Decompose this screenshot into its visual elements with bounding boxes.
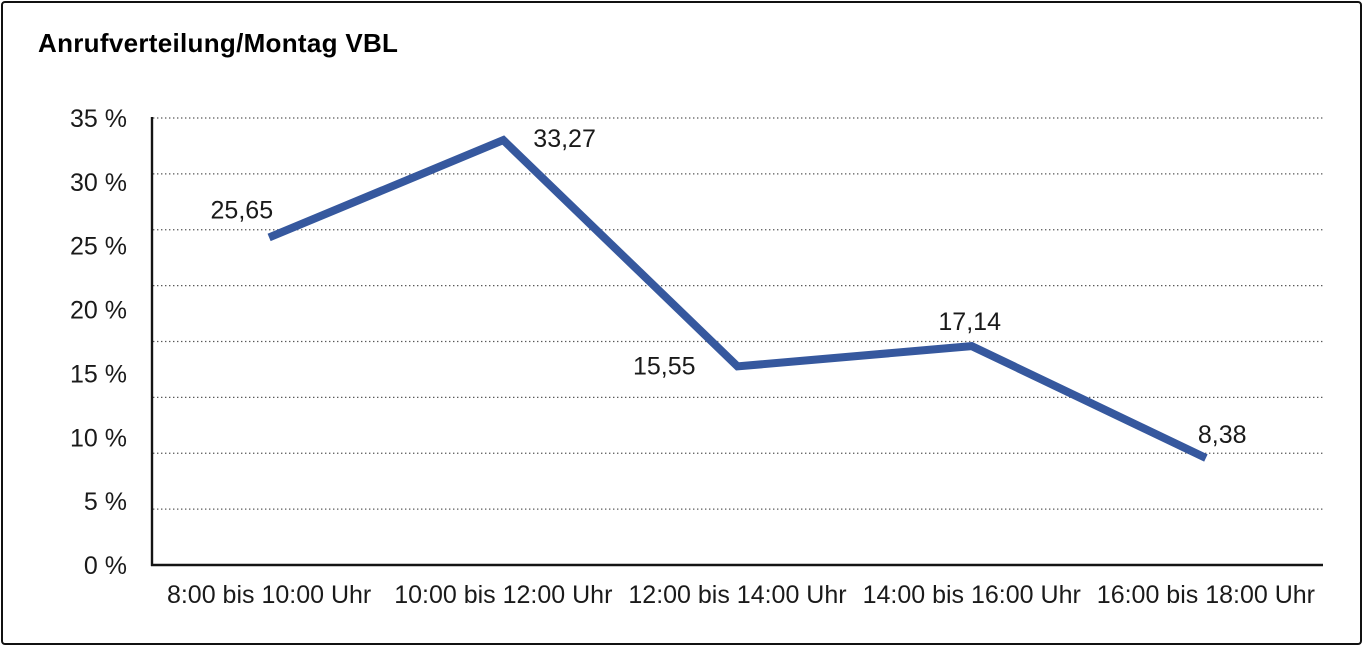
y-tick-label: 30 % (70, 169, 127, 197)
data-point-label: 15,55 (633, 352, 696, 380)
y-tick-label: 10 % (70, 424, 127, 452)
y-tick-label: 15 % (70, 360, 127, 388)
data-polyline (267, 135, 1208, 462)
chart-title: Anrufverteilung/Montag VBL (38, 28, 399, 58)
y-tick-label: 20 % (70, 297, 127, 325)
y-tick-label: 35 % (70, 105, 127, 133)
x-category-label: 16:00 bis 18:00 Uhr (1097, 581, 1315, 609)
data-point-label: 17,14 (938, 308, 1001, 336)
data-point-label: 8,38 (1198, 421, 1247, 449)
x-category-label: 14:00 bis 16:00 Uhr (863, 581, 1081, 609)
y-tick-label: 25 % (70, 233, 127, 261)
y-tick-label: 5 % (84, 488, 127, 516)
x-category-label: 12:00 bis 14:00 Uhr (628, 581, 846, 609)
x-category-label: 8:00 bis 10:00 Uhr (167, 581, 371, 609)
y-tick-label: 0 % (84, 552, 127, 580)
data-point-label: 25,65 (211, 196, 274, 224)
x-category-label: 10:00 bis 12:00 Uhr (394, 581, 612, 609)
data-point-label: 33,27 (533, 125, 596, 153)
